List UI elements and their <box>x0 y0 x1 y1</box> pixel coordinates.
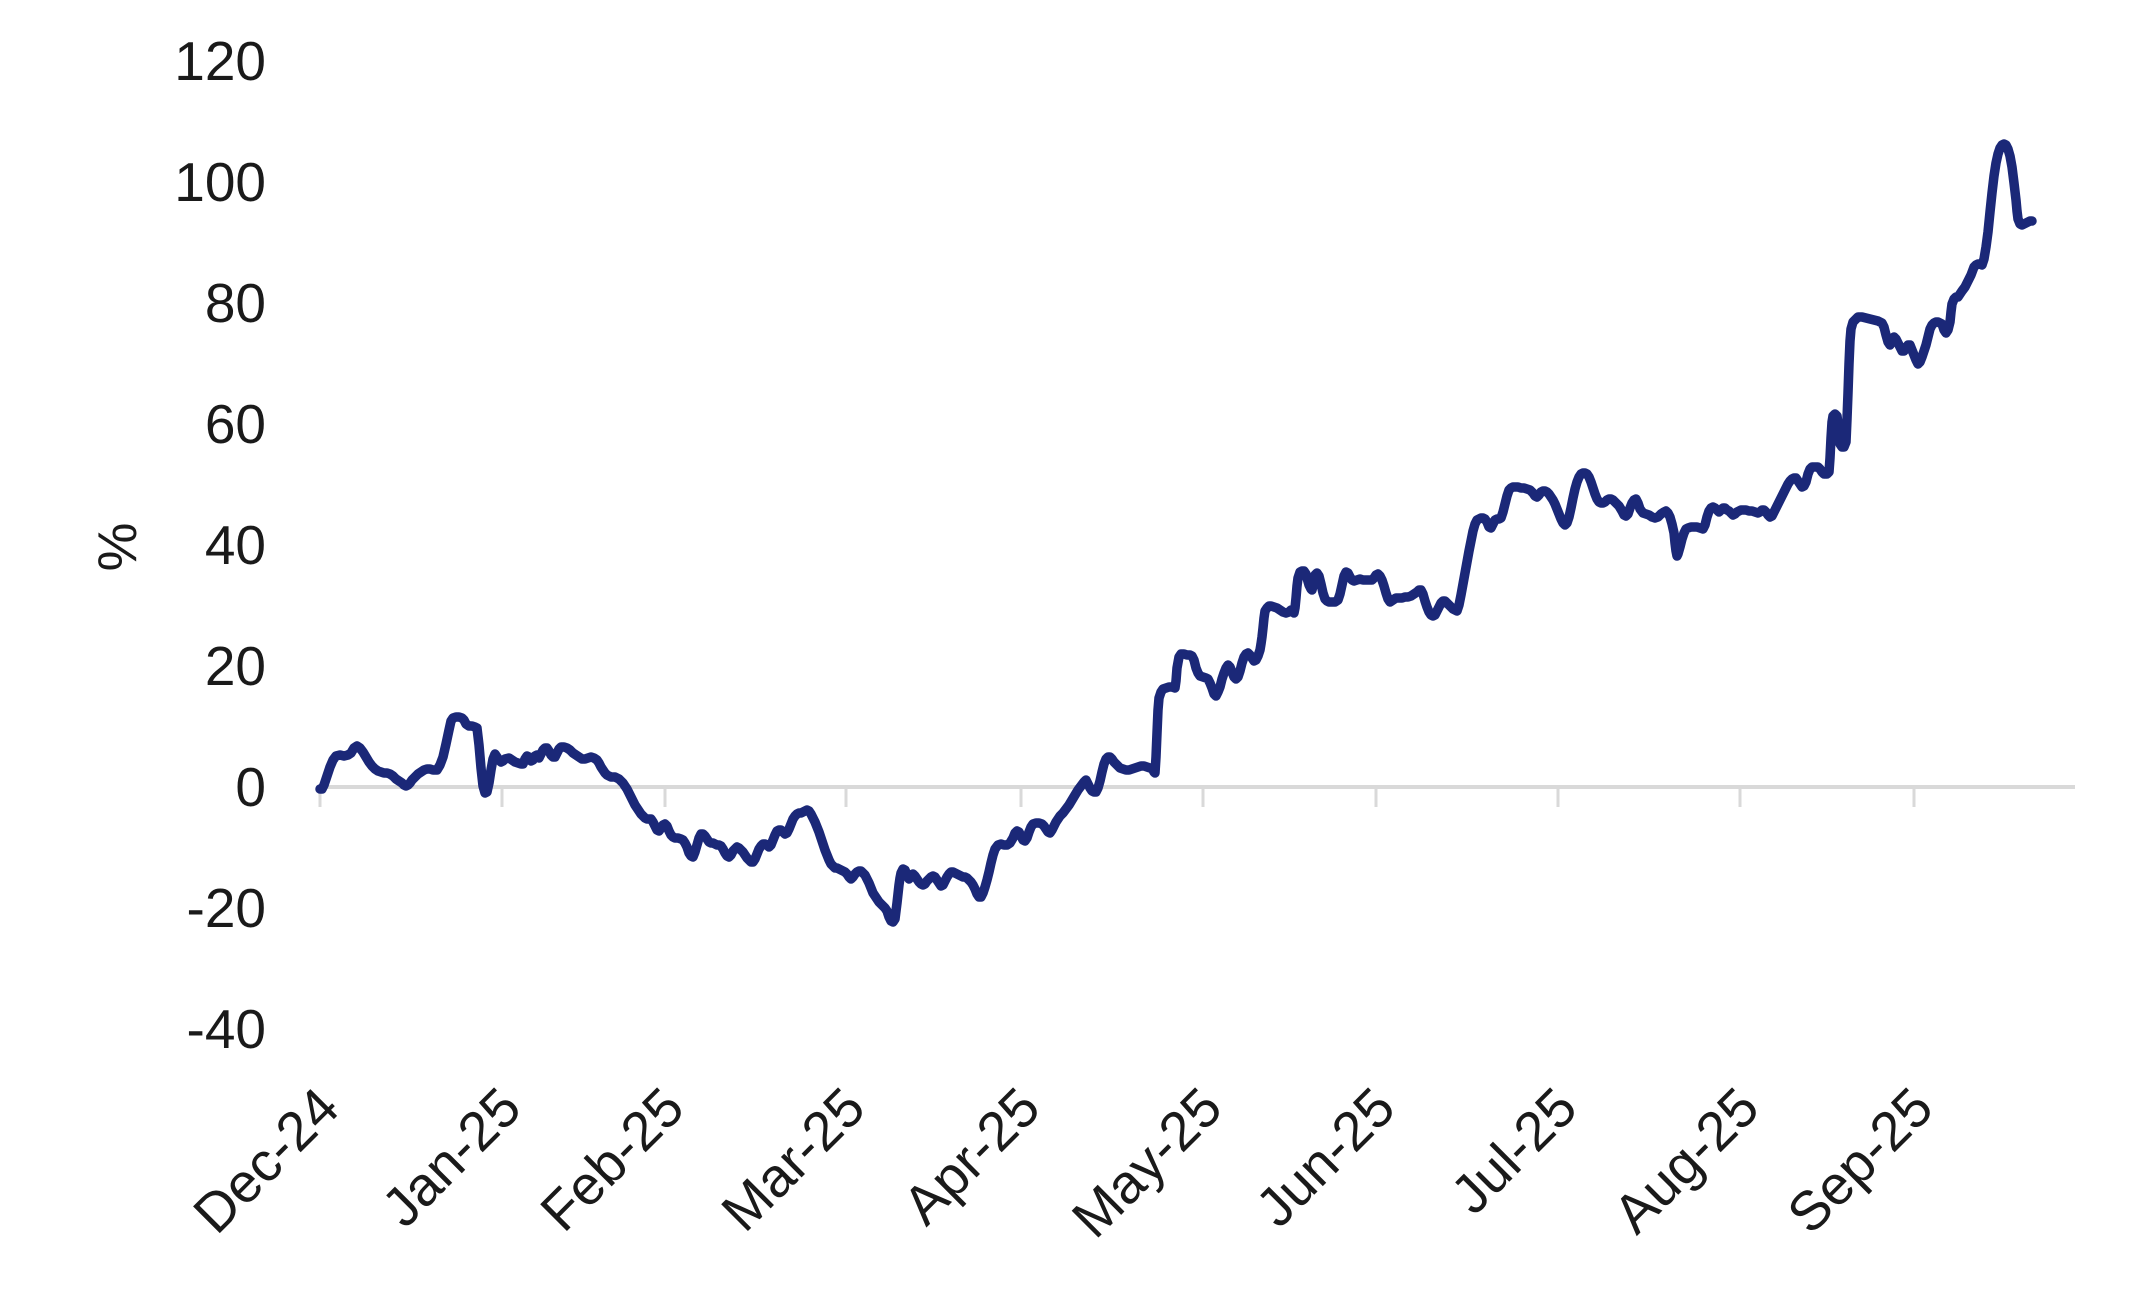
svg-text:120: 120 <box>174 30 266 92</box>
svg-text:20: 20 <box>205 635 266 697</box>
svg-text:-20: -20 <box>187 877 267 939</box>
svg-text:40: 40 <box>205 514 266 576</box>
svg-text:0: 0 <box>235 756 266 818</box>
svg-text:100: 100 <box>174 151 266 213</box>
svg-text:80: 80 <box>205 272 266 334</box>
svg-text:%: % <box>86 523 148 572</box>
svg-text:60: 60 <box>205 393 266 455</box>
svg-text:-40: -40 <box>187 998 267 1060</box>
